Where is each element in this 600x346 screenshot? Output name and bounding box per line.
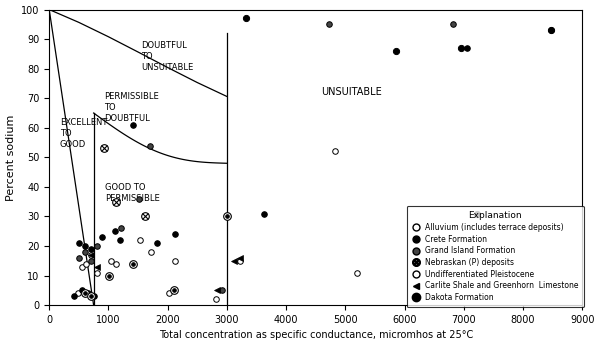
Point: [116, 226, 125, 231]
Y-axis label: Percent sodium: Percent sodium: [5, 114, 16, 201]
Point: [164, 291, 173, 296]
X-axis label: Total concentration as specific conductance, micromhos at 25°C: Total concentration as specific conducta…: [158, 330, 473, 340]
Point: [128, 122, 138, 128]
Point: [547, 27, 556, 33]
Point: [259, 211, 268, 216]
Point: [456, 45, 466, 51]
Point: [145, 143, 155, 148]
Point: [92, 270, 102, 275]
Point: [74, 240, 84, 246]
Point: [89, 293, 99, 299]
Point: [236, 258, 245, 264]
Point: [97, 234, 107, 240]
Point: [352, 270, 362, 275]
Point: [110, 228, 120, 234]
Text: GOOD TO
PERMISSIBLE: GOOD TO PERMISSIBLE: [106, 183, 160, 203]
Point: [462, 45, 472, 51]
Text: EXCELLENT
TO
GOOD: EXCELLENT TO GOOD: [60, 118, 107, 149]
Point: [77, 288, 87, 293]
Point: [80, 243, 89, 249]
Point: [170, 258, 180, 264]
Point: [86, 246, 96, 252]
Point: [546, 27, 556, 33]
Point: [211, 297, 221, 302]
Text: DOUBTFUL
TO
UNSUITABLE: DOUBTFUL TO UNSUITABLE: [141, 41, 193, 72]
Point: [83, 291, 93, 296]
Text: PERMISSIBLE
TO
DOUBTFUL: PERMISSIBLE TO DOUBTFUL: [104, 91, 158, 123]
Point: [152, 240, 162, 246]
Point: [331, 149, 340, 154]
Point: [69, 293, 79, 299]
Point: [92, 243, 102, 249]
Point: [80, 249, 90, 255]
Point: [324, 21, 334, 27]
Point: [86, 252, 95, 258]
Text: UNSUITABLE: UNSUITABLE: [322, 87, 382, 97]
Point: [448, 21, 458, 27]
Point: [170, 231, 180, 237]
Point: [77, 264, 86, 270]
Point: [146, 249, 156, 255]
Point: [391, 48, 400, 54]
Point: [134, 196, 143, 201]
Point: [81, 261, 91, 266]
Point: [112, 261, 121, 266]
Legend: Alluvium (includes terrace deposits), Crete Formation, Grand Island Formation, N: Alluvium (includes terrace deposits), Cr…: [407, 206, 584, 307]
Point: [242, 16, 251, 21]
Point: [115, 237, 125, 243]
Point: [86, 258, 95, 264]
Point: [73, 291, 83, 296]
Point: [106, 258, 116, 264]
Point: [135, 237, 145, 243]
Point: [74, 255, 84, 261]
Point: [472, 211, 482, 216]
Point: [104, 273, 114, 279]
Point: [217, 288, 227, 293]
